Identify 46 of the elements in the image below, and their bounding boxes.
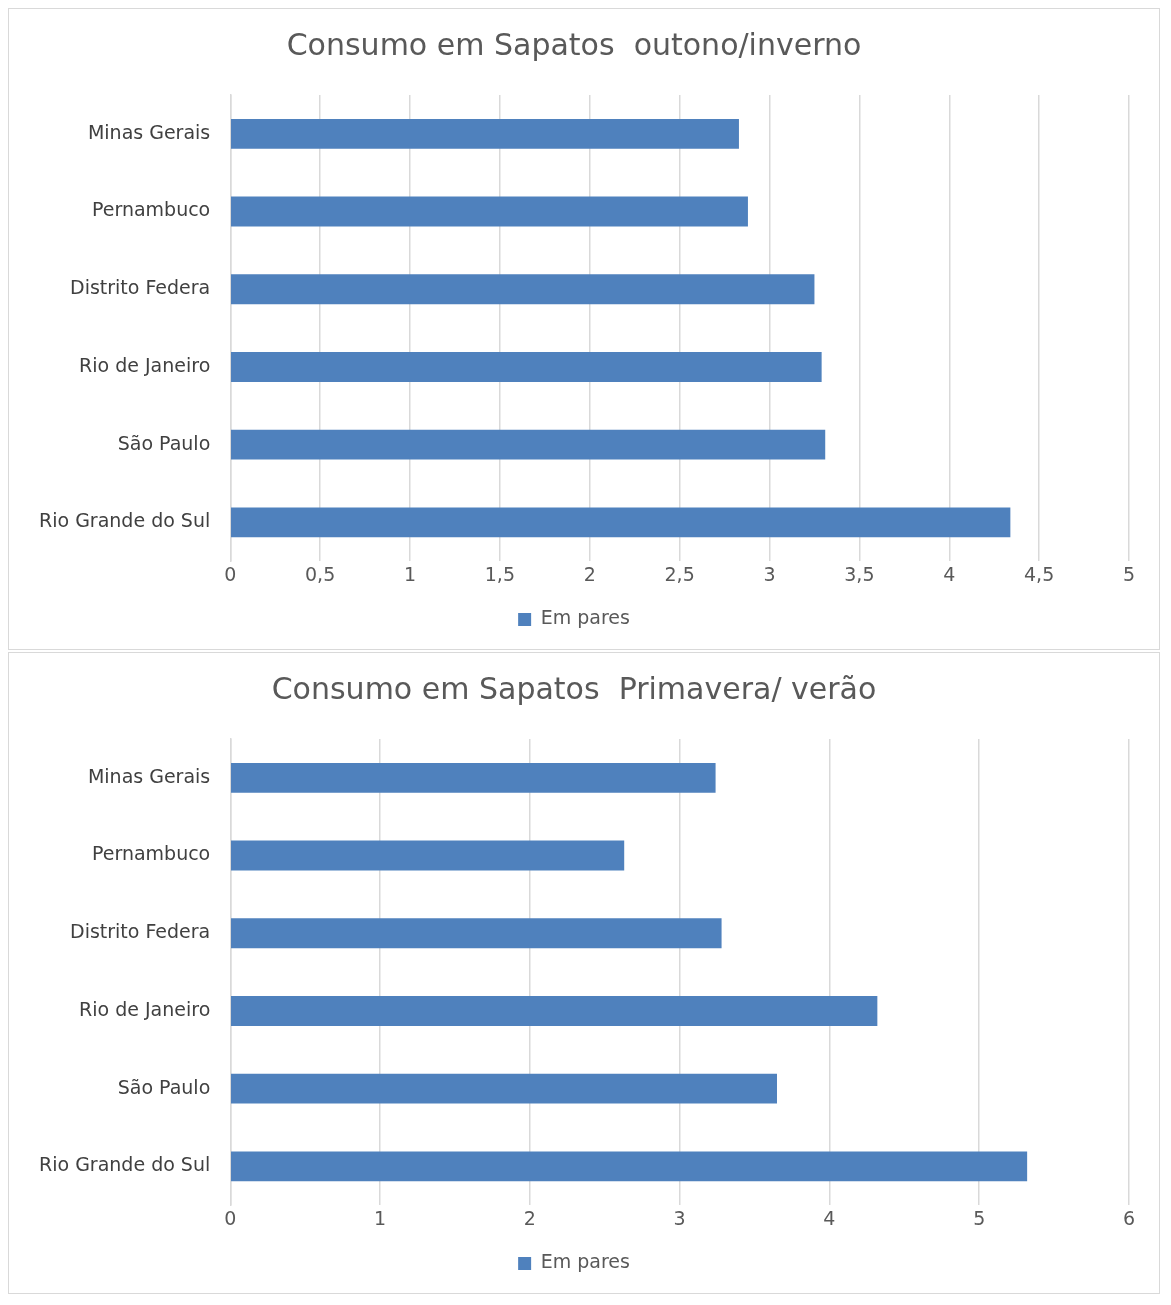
bar (231, 351, 822, 382)
y-tick-label: Rio Grande do Sul (38, 1153, 211, 1176)
bar (231, 762, 716, 793)
y-tick-label: Rio de Janeiro (79, 997, 211, 1020)
y-tick-label: Minas Gerais (87, 120, 211, 143)
legend-label: Em pares (540, 1250, 630, 1273)
bar (231, 995, 878, 1026)
y-tick-label: Pernambuco (91, 198, 211, 221)
bar (231, 1073, 777, 1104)
x-tick-label: 2,5 (664, 562, 695, 585)
x-tick-label: 1 (403, 562, 417, 585)
x-tick-label: 1 (374, 1206, 387, 1229)
legend-label: Em pares (540, 606, 630, 629)
y-tick-label: Minas Gerais (87, 764, 211, 787)
bar (231, 274, 815, 305)
x-tick-label: 3,5 (844, 562, 875, 585)
x-tick-label: 1,5 (484, 562, 515, 585)
bar (231, 118, 739, 149)
x-tick-label: 3 (763, 562, 776, 585)
x-tick-label: 0 (224, 562, 237, 585)
bar (231, 918, 722, 949)
x-tick-label: 5 (1122, 562, 1136, 585)
chart-title: Consumo em Sapatos outono/inverno (286, 26, 862, 62)
bar (231, 507, 1011, 538)
x-tick-label: 4 (823, 1206, 836, 1229)
y-tick-label: São Paulo (117, 431, 211, 454)
x-tick-label: 6 (1122, 1206, 1136, 1229)
x-tick-label: 5 (973, 1206, 986, 1229)
y-tick-label: Distrito Federa (70, 276, 211, 299)
bar (231, 196, 748, 227)
x-tick-label: 4 (943, 562, 956, 585)
y-tick-label: Rio Grande do Sul (38, 509, 211, 532)
x-tick-label: 2 (583, 562, 596, 585)
bar (231, 1151, 1028, 1182)
chart-title: Consumo em Sapatos Primavera/ verão (271, 670, 877, 706)
y-tick-label: Rio de Janeiro (79, 353, 211, 376)
x-tick-label: 0 (224, 1206, 237, 1229)
y-tick-label: Distrito Federa (70, 920, 211, 943)
x-tick-label: 4,5 (1024, 562, 1055, 585)
x-tick-label: 0,5 (305, 562, 336, 585)
bar (231, 429, 826, 460)
bar (231, 840, 625, 871)
x-tick-label: 3 (673, 1206, 686, 1229)
y-tick-label: Pernambuco (91, 842, 211, 865)
x-tick-label: 2 (523, 1206, 536, 1229)
y-tick-label: São Paulo (117, 1075, 211, 1098)
